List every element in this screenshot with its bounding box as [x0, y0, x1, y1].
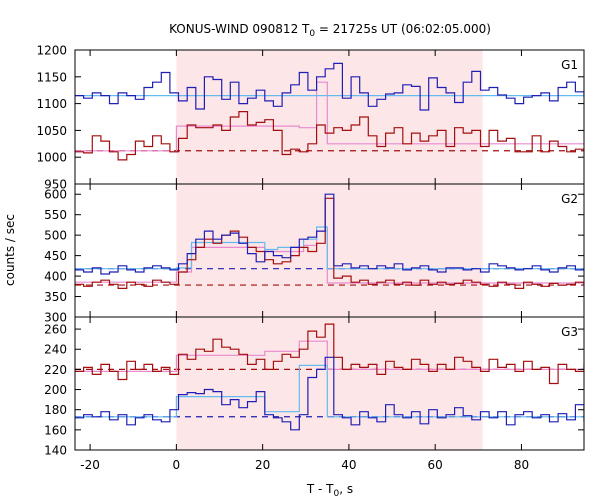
chart-title: KONUS-WIND 090812 T0 = 21725s UT (06:02:… — [169, 22, 491, 39]
plot-area — [75, 317, 584, 450]
y-tick-label: 1150 — [36, 70, 67, 84]
y-tick-label: 160 — [44, 423, 67, 437]
series-blue — [75, 62, 584, 111]
panel-frame — [74, 316, 585, 451]
panels-group: 95010001050110011501200G1300350400450500… — [36, 44, 585, 472]
y-tick-label: 180 — [44, 403, 67, 417]
panel-g1: 950 1000 1050 1100 1150 1200 G1 — [36, 44, 585, 192]
x-tick-label: 80 — [514, 458, 529, 472]
y-tick-label: 1100 — [36, 97, 67, 111]
fit-blue-step — [75, 364, 584, 418]
shaded-interval — [176, 184, 483, 317]
y-tick-label: 200 — [44, 383, 67, 397]
fit-blue-step — [75, 226, 584, 270]
y-tick-label: 140 — [44, 444, 67, 458]
y-tick-label: 600 — [44, 188, 67, 202]
y-tick-label: 260 — [44, 323, 67, 337]
x-tick-label: -20 — [80, 458, 100, 472]
plot-area — [75, 50, 584, 184]
panel-g3: 140 160 180 200 220 240 260 G3 — [44, 316, 585, 458]
y-tick-label: 350 — [44, 290, 67, 304]
panel-label: G1 — [561, 58, 578, 72]
series-red — [75, 323, 584, 385]
panel-label: G3 — [561, 325, 578, 339]
y-tick-label: 550 — [44, 208, 67, 222]
x-tick-label: 0 — [173, 458, 181, 472]
y-tick-label: 1200 — [36, 44, 67, 58]
y-tick-label: 450 — [44, 249, 67, 263]
y-tick-label: 500 — [44, 229, 67, 243]
x-tick-label: 20 — [255, 458, 270, 472]
y-tick-label: 220 — [44, 363, 67, 377]
y-tick-label: 400 — [44, 270, 67, 284]
y-tick-label: 950 — [44, 178, 67, 192]
y-tick-label: 300 — [44, 311, 67, 325]
panel-g2: 300 350 400 450 500 550 600 G2 — [44, 183, 585, 325]
y-tick-label: 240 — [44, 343, 67, 357]
series-blue — [75, 356, 584, 431]
series-red — [75, 111, 584, 161]
x-tick-label: 60 — [428, 458, 443, 472]
panel-label: G2 — [561, 192, 578, 206]
x-tick-label: 40 — [341, 458, 356, 472]
y-tick-label: 1050 — [36, 124, 67, 138]
fit-red-step — [75, 340, 584, 372]
y-tick-label: 1000 — [36, 151, 67, 165]
shaded-interval — [176, 50, 483, 184]
shaded-interval — [176, 317, 483, 450]
y-axis-label: counts / sec — [3, 214, 17, 286]
series-blue — [75, 193, 584, 275]
plot-area — [75, 184, 584, 317]
x-tick-labels: -20 0 20 40 60 80 — [80, 458, 529, 472]
x-axis-label: T - T0, s — [306, 482, 353, 499]
